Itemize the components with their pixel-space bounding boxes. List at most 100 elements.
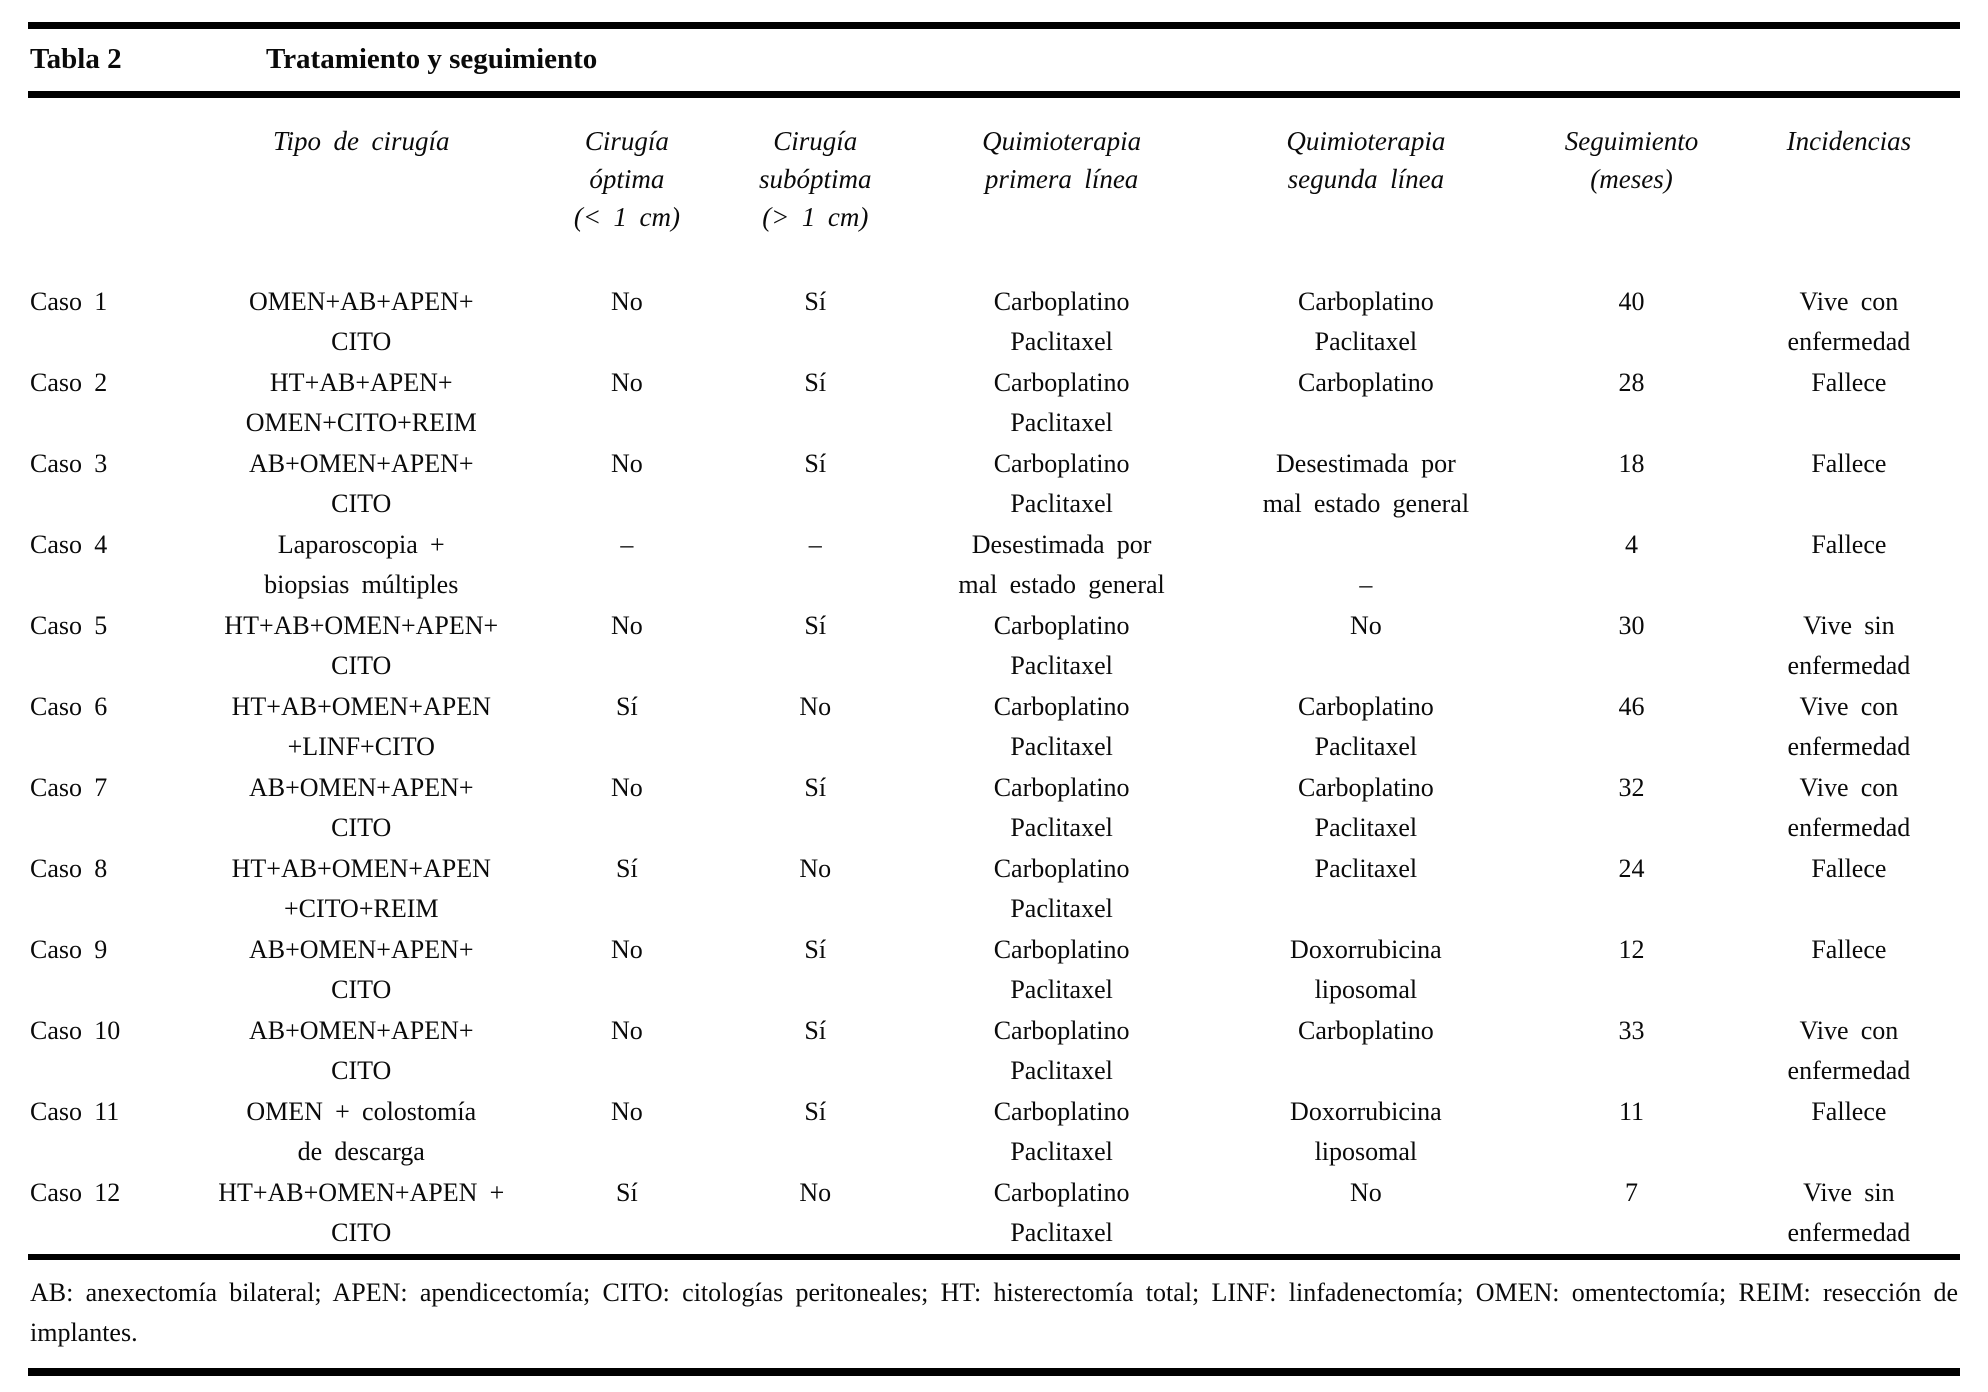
cell-caso: Caso 10 (30, 1016, 121, 1045)
cell-incidencias: Vive sin enfermedad (1787, 611, 1911, 680)
cell-quimio2: Carboplatino Paclitaxel (1297, 287, 1434, 356)
table-row: Caso 6 HT+AB+OMEN+APEN +LINF+CITO Sí No Carb… (28, 687, 1960, 768)
cell-quimio1: Carboplatino Paclitaxel (993, 773, 1130, 842)
column-header-seguimiento: Seguimiento (meses) (1564, 126, 1699, 194)
cell-tipo: OMEN + colostomía de descarga (246, 1097, 477, 1166)
cell-quimio1: Carboplatino Paclitaxel (993, 368, 1130, 437)
table-header: Tipo de cirugía Cirugía óptima (< 1 cm) Ci… (28, 98, 1960, 282)
cell-tipo: HT+AB+APEN+ OMEN+CITO+REIM (245, 368, 477, 437)
cell-tipo: AB+OMEN+APEN+ CITO (248, 449, 474, 518)
cell-quimio2: No (1349, 611, 1382, 640)
table-row: Caso 12 HT+AB+OMEN+APEN + CITO Sí No Carbopl… (28, 1173, 1960, 1254)
cell-caso: Caso 6 (30, 692, 108, 721)
table-row: Caso 3 AB+OMEN+APEN+ CITO No Sí Carboplatino… (28, 444, 1960, 525)
table-row: Caso 1 OMEN+AB+APEN+ CITO No Sí Carboplatino… (28, 282, 1960, 363)
cell-suboptima: Sí (804, 773, 827, 802)
cell-incidencias: Vive sin enfermedad (1787, 1178, 1911, 1247)
cell-quimio1: Carboplatino Paclitaxel (993, 449, 1130, 518)
cell-quimio2: Carboplatino (1297, 1016, 1434, 1045)
column-header-tipo: Tipo de cirugía (273, 126, 450, 156)
cell-suboptima: No (799, 854, 832, 883)
table-row: Caso 11 OMEN + colostomía de descarga No Sí… (28, 1092, 1960, 1173)
cell-quimio1: Carboplatino Paclitaxel (993, 935, 1130, 1004)
cell-quimio1: Desestimada por mal estado general (958, 530, 1165, 599)
cell-quimio2: Desestimada por mal estado general (1262, 449, 1470, 518)
cell-caso: Caso 4 (30, 530, 108, 559)
cell-quimio2: – (1359, 570, 1373, 599)
cell-quimio1: Carboplatino Paclitaxel (993, 287, 1130, 356)
table-row: Caso 4 Laparoscopia + biopsias múltiples –… (28, 525, 1960, 606)
cell-quimio2: No (1349, 1178, 1382, 1207)
cell-caso: Caso 9 (30, 935, 108, 964)
cell-seguimiento: 11 (1618, 1097, 1645, 1126)
cell-caso: Caso 8 (30, 854, 108, 883)
cell-seguimiento: 4 (1625, 530, 1638, 559)
cell-suboptima: No (799, 1178, 832, 1207)
table-row: Caso 9 AB+OMEN+APEN+ CITO No Sí Carboplatino… (28, 930, 1960, 1011)
cell-incidencias: Fallece (1811, 449, 1887, 478)
cell-optima: No (611, 449, 643, 478)
cell-caso: Caso 5 (30, 611, 108, 640)
cell-tipo: HT+AB+OMEN+APEN +LINF+CITO (231, 692, 491, 761)
table-row: Caso 7 AB+OMEN+APEN+ CITO No Sí Carboplatino… (28, 768, 1960, 849)
cell-seguimiento: 7 (1625, 1178, 1638, 1207)
bottom-rule (28, 1368, 1960, 1376)
cell-quimio1: Carboplatino Paclitaxel (993, 1097, 1130, 1166)
cell-optima: Sí (616, 1178, 638, 1207)
table-row: Caso 10 AB+OMEN+APEN+ CITO No Sí Carboplatin… (28, 1011, 1960, 1092)
column-header-quimio2: Quimioterapia segunda línea (1286, 126, 1446, 194)
cell-incidencias: Vive con enfermedad (1787, 773, 1911, 842)
treatment-table: Tipo de cirugía Cirugía óptima (< 1 cm) Ci… (28, 98, 1960, 1254)
cell-suboptima: No (799, 692, 832, 721)
cell-tipo: HT+AB+OMEN+APEN +CITO+REIM (231, 854, 491, 923)
table-row: Caso 2 HT+AB+APEN+ OMEN+CITO+REIM No Sí Carb… (28, 363, 1960, 444)
column-header-incidencias: Incidencias (1786, 126, 1912, 156)
cell-incidencias: Fallece (1811, 530, 1887, 559)
cell-caso: Caso 7 (30, 773, 108, 802)
table-caption: Tabla 2 Tratamiento y seguimiento (28, 29, 1960, 91)
cell-optima: – (620, 530, 634, 559)
cell-quimio2: Doxorrubicina liposomal (1290, 935, 1442, 1004)
cell-seguimiento: 40 (1618, 287, 1645, 316)
cell-optima: No (611, 935, 643, 964)
cell-quimio2: Doxorrubicina liposomal (1290, 1097, 1442, 1166)
cell-suboptima: Sí (804, 368, 827, 397)
cell-quimio1: Carboplatino Paclitaxel (993, 1178, 1130, 1247)
cell-tipo: AB+OMEN+APEN+ CITO (248, 1016, 474, 1085)
cell-optima: No (611, 287, 643, 316)
cell-incidencias: Fallece (1811, 854, 1887, 883)
cell-caso: Caso 12 (30, 1178, 121, 1207)
table-header-row: Tipo de cirugía Cirugía óptima (< 1 cm) Ci… (28, 98, 1960, 282)
cell-optima: Sí (616, 854, 638, 883)
cell-seguimiento: 33 (1618, 1016, 1645, 1045)
table-label: Tabla 2 (30, 43, 122, 75)
column-header-suboptima: Cirugía subóptima (> 1 cm) (759, 126, 872, 232)
footnote-rule (28, 1254, 1960, 1260)
cell-quimio1: Carboplatino Paclitaxel (993, 611, 1130, 680)
cell-tipo: Laparoscopia + biopsias múltiples (264, 530, 459, 599)
cell-quimio1: Carboplatino Paclitaxel (993, 854, 1130, 923)
cell-tipo: HT+AB+OMEN+APEN+ CITO (224, 611, 499, 680)
table-title: Tratamiento y seguimiento (266, 43, 598, 75)
cell-caso: Caso 3 (30, 449, 108, 478)
cell-quimio1: Carboplatino Paclitaxel (993, 1016, 1130, 1085)
cell-optima: No (611, 1016, 643, 1045)
cell-optima: No (611, 773, 643, 802)
cell-optima: No (611, 1097, 643, 1126)
cell-optima: No (611, 368, 643, 397)
cell-caso: Caso 2 (30, 368, 108, 397)
column-header-quimio1: Quimioterapia primera línea (982, 126, 1142, 194)
table-row: Caso 5 HT+AB+OMEN+APEN+ CITO No Sí Carboplat… (28, 606, 1960, 687)
cell-quimio1: Carboplatino Paclitaxel (993, 692, 1130, 761)
cell-optima: Sí (616, 692, 638, 721)
cell-tipo: AB+OMEN+APEN+ CITO (248, 773, 474, 842)
cell-incidencias: Fallece (1811, 935, 1887, 964)
cell-incidencias: Fallece (1811, 1097, 1887, 1126)
caption-rule (28, 91, 1960, 98)
cell-seguimiento: 12 (1618, 935, 1645, 964)
cell-quimio2: Paclitaxel (1314, 854, 1418, 883)
column-header-optima: Cirugía óptima (< 1 cm) (573, 126, 680, 232)
cell-seguimiento: 28 (1618, 368, 1645, 397)
table-footnote: AB: anexectomía bilateral; APEN: apendic… (30, 1278, 1958, 1347)
